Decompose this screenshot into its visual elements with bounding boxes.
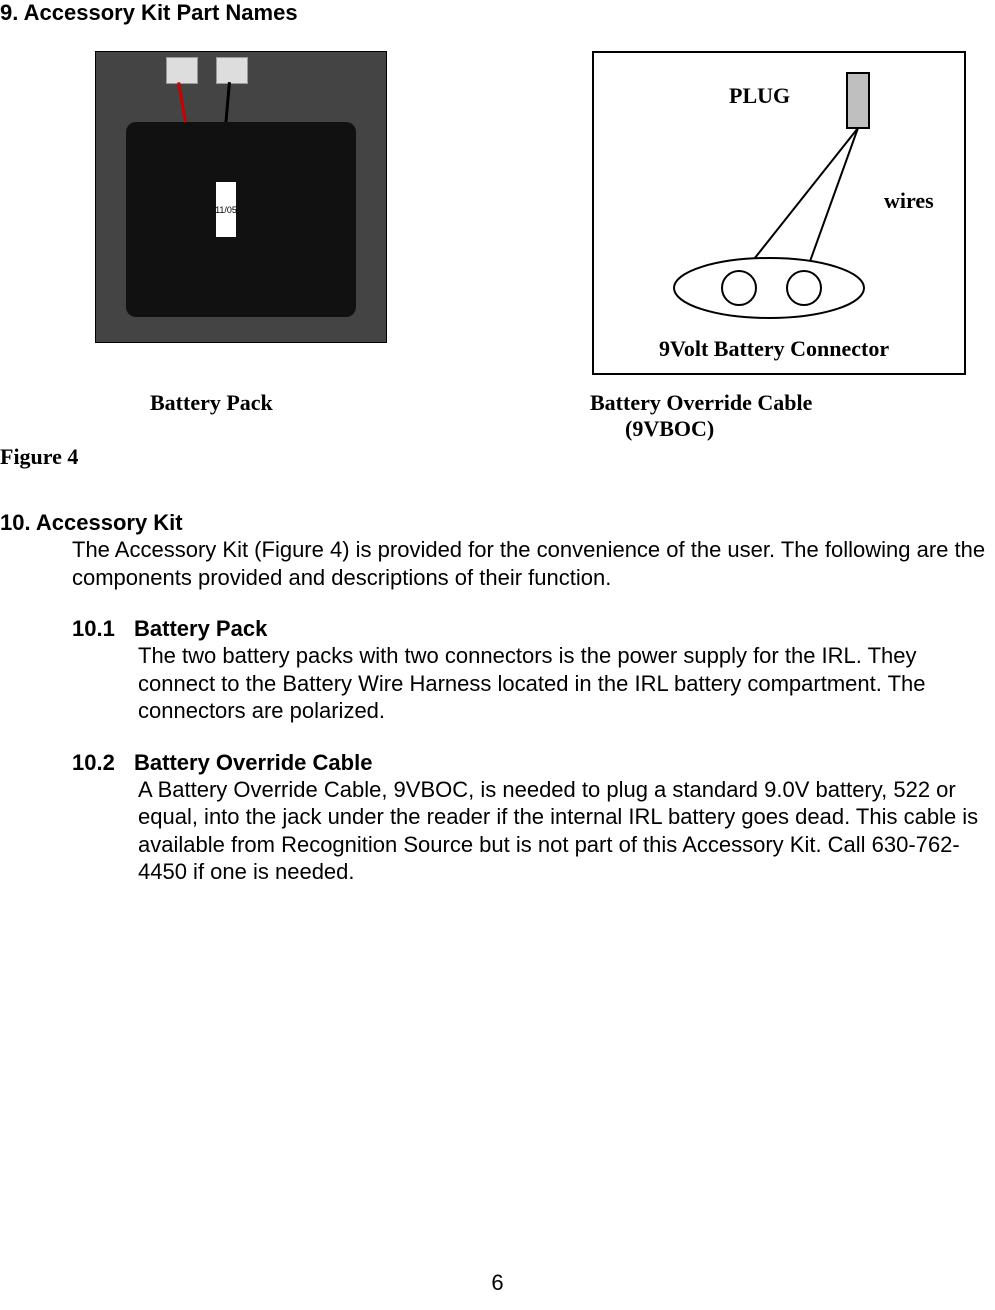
- plug-icon: [847, 73, 869, 128]
- wires-label: wires: [884, 188, 934, 214]
- wire-line-icon: [804, 128, 858, 278]
- section-10-1-name: Battery Pack: [134, 616, 267, 641]
- override-cable-caption: Battery Override Cable: [590, 390, 812, 416]
- page-number: 6: [0, 1270, 995, 1296]
- wire-line-icon: [739, 128, 858, 278]
- section-10-1-num: 10.1: [72, 616, 134, 642]
- figure-4-label: Figure 4: [0, 444, 995, 470]
- section-10-intro: The Accessory Kit (Figure 4) is provided…: [72, 536, 995, 591]
- page: 9. Accessory Kit Part Names 11/05 PLUG w…: [0, 0, 995, 926]
- section-10-2-num: 10.2: [72, 750, 134, 776]
- override-cable-diagram: PLUG wires 9Volt Battery Connector: [592, 51, 966, 375]
- section-10-2-body: A Battery Override Cable, 9VBOC, is need…: [138, 776, 995, 886]
- connector-terminal-icon: [722, 271, 756, 305]
- battery-wire-icon: [177, 82, 188, 127]
- battery-connector-icon: [166, 57, 198, 84]
- connector-terminal-icon: [787, 271, 821, 305]
- battery-connector-icon: [216, 57, 248, 84]
- battery-wire-icon: [224, 82, 231, 127]
- section-10-2-title: 10.2Battery Override Cable: [72, 750, 995, 776]
- battery-body-icon: [126, 122, 356, 317]
- connector-ellipse-icon: [674, 258, 864, 318]
- figures-row: 11/05 PLUG wires 9Volt Battery Connector: [95, 51, 995, 375]
- plug-label: PLUG: [729, 83, 790, 109]
- section-10-title: 10. Accessory Kit: [0, 510, 995, 536]
- override-cable-subcaption: (9VBOC): [625, 416, 995, 442]
- battery-sticker-icon: 11/05: [216, 182, 236, 237]
- battery-pack-caption: Battery Pack: [150, 390, 450, 416]
- section-10-1-title: 10.1Battery Pack: [72, 616, 995, 642]
- battery-pack-photo: 11/05: [95, 51, 387, 343]
- captions-row: Battery Pack Battery Override Cable: [0, 390, 995, 416]
- section-9-title: 9. Accessory Kit Part Names: [0, 0, 995, 26]
- section-10-1-body: The two battery packs with two connector…: [138, 642, 995, 725]
- connector-label: 9Volt Battery Connector: [659, 336, 889, 362]
- section-10-2-name: Battery Override Cable: [134, 750, 372, 775]
